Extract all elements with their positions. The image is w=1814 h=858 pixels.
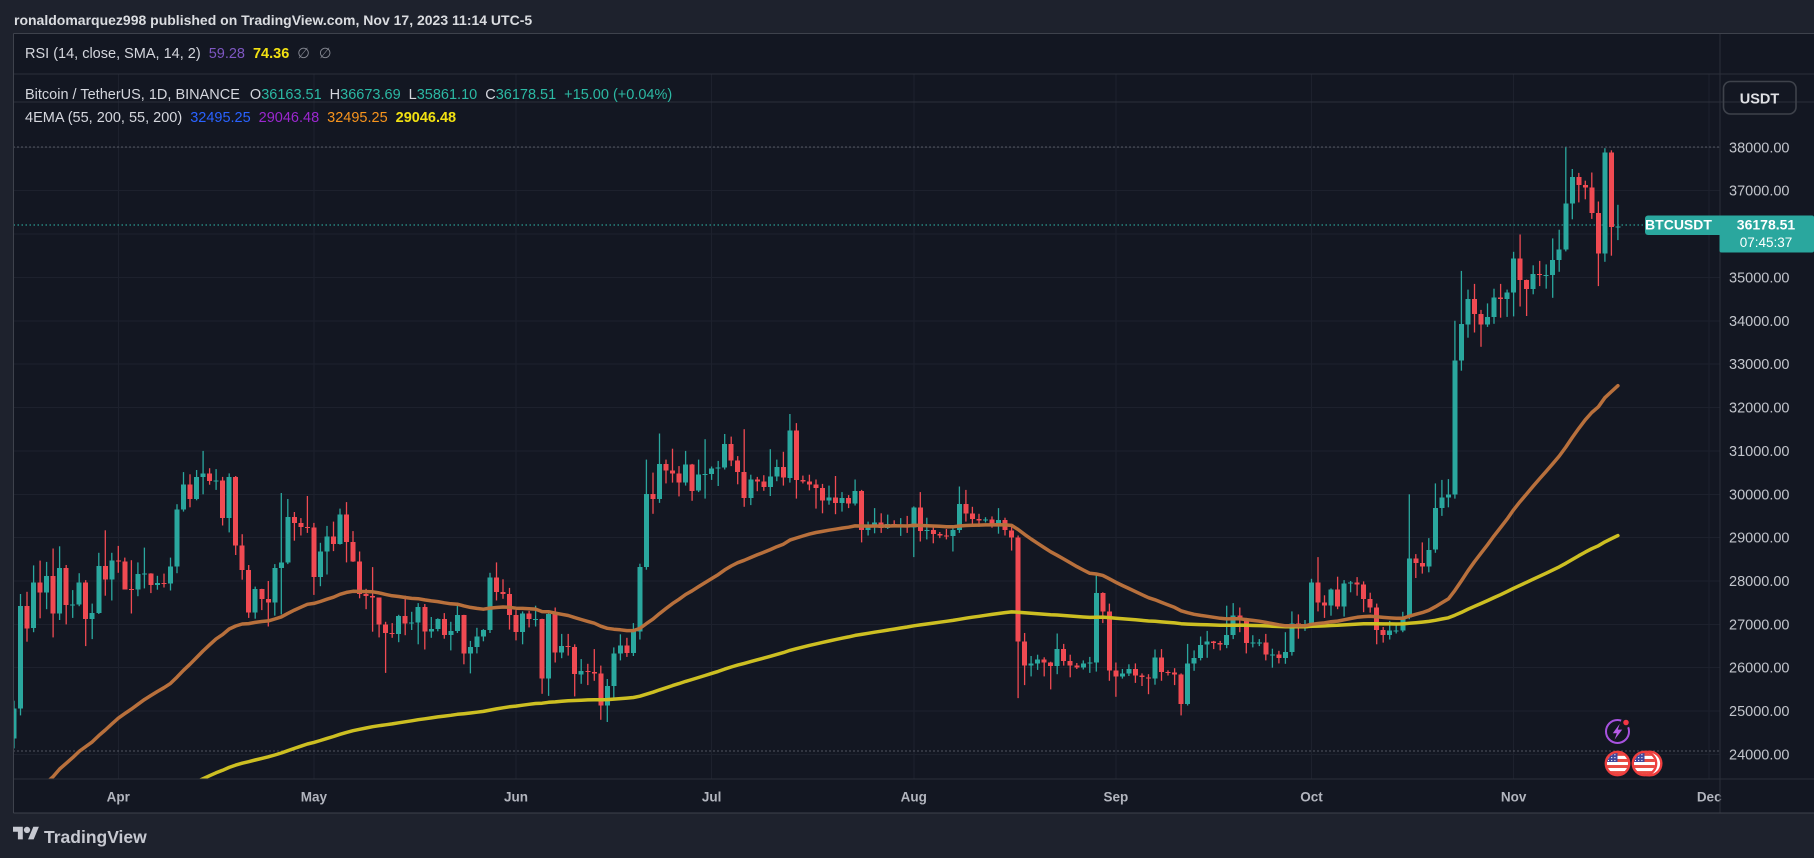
svg-text:Aug: Aug	[901, 790, 927, 805]
svg-text:Jul: Jul	[702, 790, 722, 805]
svg-text:BTCUSDT: BTCUSDT	[1645, 217, 1712, 233]
svg-text:24000.00: 24000.00	[1729, 748, 1789, 764]
svg-text:TradingView: TradingView	[44, 827, 147, 847]
svg-text:31000.00: 31000.00	[1729, 444, 1789, 460]
svg-text:27000.00: 27000.00	[1729, 617, 1789, 633]
svg-text:29000.00: 29000.00	[1729, 531, 1789, 547]
svg-text:May: May	[301, 790, 328, 805]
svg-text:Sep: Sep	[1104, 790, 1129, 805]
svg-text:Nov: Nov	[1501, 790, 1527, 805]
svg-text:28000.00: 28000.00	[1729, 574, 1789, 590]
svg-text:32000.00: 32000.00	[1729, 401, 1789, 417]
svg-text:34000.00: 34000.00	[1729, 314, 1789, 330]
svg-text:Dec: Dec	[1697, 790, 1722, 805]
svg-text:Oct: Oct	[1300, 790, 1323, 805]
svg-text:Jun: Jun	[504, 790, 528, 805]
svg-text:25000.00: 25000.00	[1729, 704, 1789, 720]
svg-text:33000.00: 33000.00	[1729, 357, 1789, 373]
svg-text:USDT: USDT	[1740, 92, 1780, 108]
svg-text:36178.51: 36178.51	[1737, 217, 1796, 233]
svg-text:37000.00: 37000.00	[1729, 184, 1789, 200]
svg-text:Apr: Apr	[107, 790, 131, 805]
svg-text:38000.00: 38000.00	[1729, 140, 1789, 156]
svg-text:07:45:37: 07:45:37	[1740, 235, 1793, 250]
svg-text:26000.00: 26000.00	[1729, 661, 1789, 677]
svg-text:30000.00: 30000.00	[1729, 487, 1789, 503]
svg-text:35000.00: 35000.00	[1729, 270, 1789, 286]
